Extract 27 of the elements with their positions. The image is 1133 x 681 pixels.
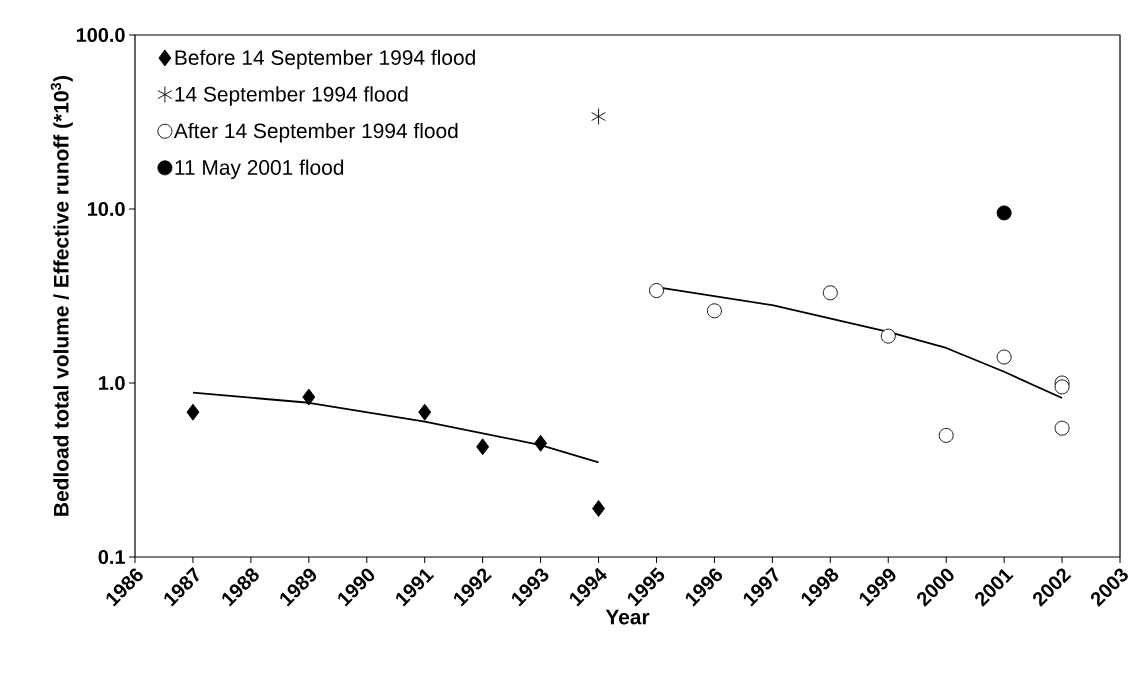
point [534, 434, 548, 452]
point [706, 303, 722, 319]
y-tick-label: 0.1 [98, 549, 125, 565]
y-axis-title: Bedload total volume / Effective runoff (*10$^{3}$) [50, 75, 73, 516]
point [591, 108, 606, 125]
point [938, 427, 954, 443]
y-tick-label: 10.0 [87, 201, 125, 217]
x-axis-title: Year [605, 609, 650, 625]
legend-label: Before 14 September 1994 flood [175, 49, 475, 70]
y-tick-label: 100.0 [76, 27, 125, 43]
legend-label: 14 September 1994 flood [175, 86, 408, 106]
point [302, 388, 316, 406]
point [1054, 379, 1070, 395]
point [996, 349, 1012, 365]
point [1054, 420, 1070, 436]
legend-label: 11 May 2001 flood [175, 159, 344, 180]
point [996, 205, 1012, 221]
point [822, 285, 838, 301]
point [649, 283, 664, 298]
legend-label: After 14 September 1994 flood [173, 122, 458, 143]
y-tick-label: 1.0 [99, 375, 125, 391]
point [476, 438, 490, 456]
point [186, 403, 200, 421]
point [880, 328, 896, 344]
line-series [192, 391, 600, 464]
point [592, 500, 605, 517]
point [418, 403, 432, 421]
